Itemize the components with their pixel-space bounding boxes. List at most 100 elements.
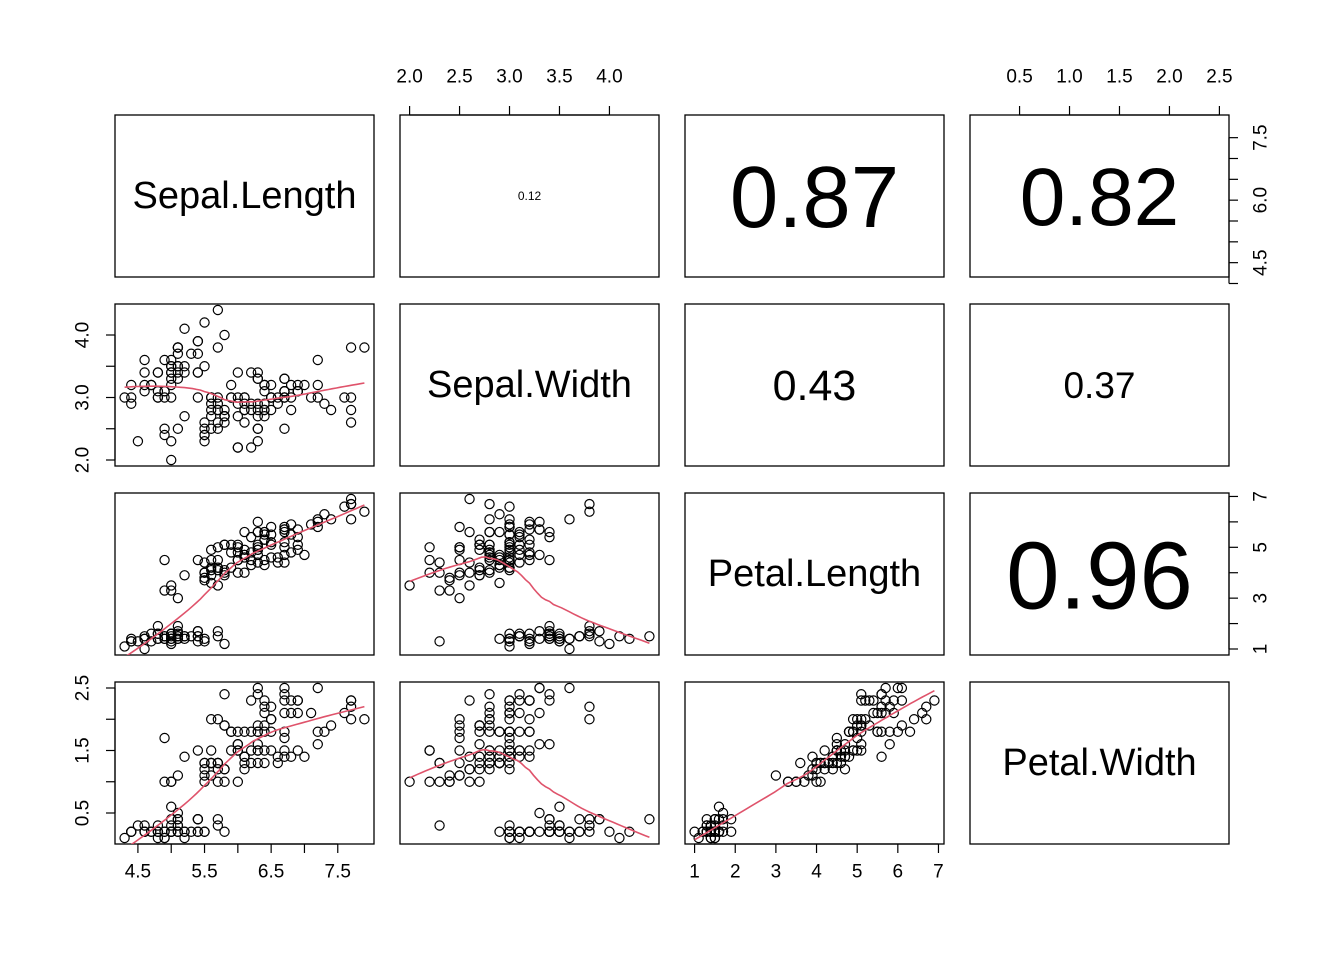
data-point [474,757,485,769]
data-point [212,814,224,825]
data-point [584,714,595,725]
data-point [892,682,904,694]
data-point [504,519,515,530]
data-point [839,764,851,775]
data-point [474,764,485,775]
data-point [292,745,303,756]
data-point [152,826,164,837]
data-point [896,682,908,694]
data-point [444,770,455,781]
data-point [689,826,700,837]
data-point [172,626,184,637]
data-point [504,514,515,525]
data-point [584,814,595,825]
data-point [524,519,535,530]
data-point [205,554,217,566]
data-point [514,628,525,639]
data-point [474,720,485,731]
correlation-label-1-2: 0.43 [773,362,857,410]
tick-label-top-sepal-width: 4.0 [596,67,622,88]
data-point [504,732,515,744]
data-point [239,417,250,428]
data-point [524,695,535,706]
data-point [544,633,555,645]
tick-label-top-petal-width: 1.5 [1106,67,1132,88]
data-point [212,342,224,353]
data-point [166,638,177,650]
data-point [199,436,210,447]
data-point [504,695,515,706]
data-point [494,549,505,561]
data-point [359,506,370,517]
data-point [159,354,170,366]
data-point [474,726,485,737]
data-point [564,643,575,655]
data-point [484,720,495,731]
data-point [345,701,357,712]
data-point [205,570,217,581]
data-point [212,398,224,409]
data-point [119,832,130,844]
data-point [219,567,230,578]
data-point [219,776,230,787]
data-point [205,398,217,409]
data-point [259,404,270,416]
data-point [265,521,277,533]
data-point [126,398,137,409]
data-point [434,585,445,596]
data-point [644,814,655,825]
data-point [312,514,323,525]
data-point [159,392,170,403]
data-point [166,361,177,372]
data-point [544,826,555,837]
data-point [554,628,565,639]
data-point [279,542,290,553]
data-point [166,585,177,596]
data-point [199,572,210,584]
data-point [205,562,217,573]
data-point [896,720,908,731]
data-point [279,386,290,397]
diagonal-label-sepal-length: Sepal.Length [133,175,357,217]
data-point [864,695,875,706]
data-point [245,367,257,378]
data-point [259,757,270,769]
data-point [880,682,891,694]
panel-frame-3-3 [969,681,1230,845]
data-point [225,539,237,550]
data-point [504,701,515,712]
data-point [345,695,357,706]
data-point [199,567,210,578]
tick-label-right-sepal-length: 4.5 [1251,249,1272,275]
panel-frame-0-2 [684,114,945,278]
data-point [166,776,177,787]
data-point [494,633,505,645]
data-point [584,631,595,642]
data-point [139,379,150,391]
panel-frame-1-1 [399,303,660,467]
data-point [554,633,565,645]
data-point [876,707,887,719]
data-point [434,820,445,831]
data-point [444,572,455,584]
data-point [544,626,555,637]
data-point [339,392,350,403]
data-point [524,826,535,837]
data-point [474,534,485,545]
tick-label-right-petal-length: 7 [1251,491,1272,502]
data-point [199,826,210,837]
tick-label-right-sepal-length: 6.0 [1251,187,1272,213]
data-point [179,323,190,334]
data-point [544,814,555,825]
tick-label-bottom-sepal-length: 5.5 [191,862,217,883]
data-point [856,695,867,706]
data-point [212,776,224,787]
data-point [205,423,217,434]
tick-label-left-sepal-width: 3.0 [73,384,94,410]
data-point [166,826,177,837]
data-point [896,695,908,706]
data-point [713,814,725,825]
data-point [484,714,495,725]
data-point [259,526,270,538]
data-point [544,739,555,750]
